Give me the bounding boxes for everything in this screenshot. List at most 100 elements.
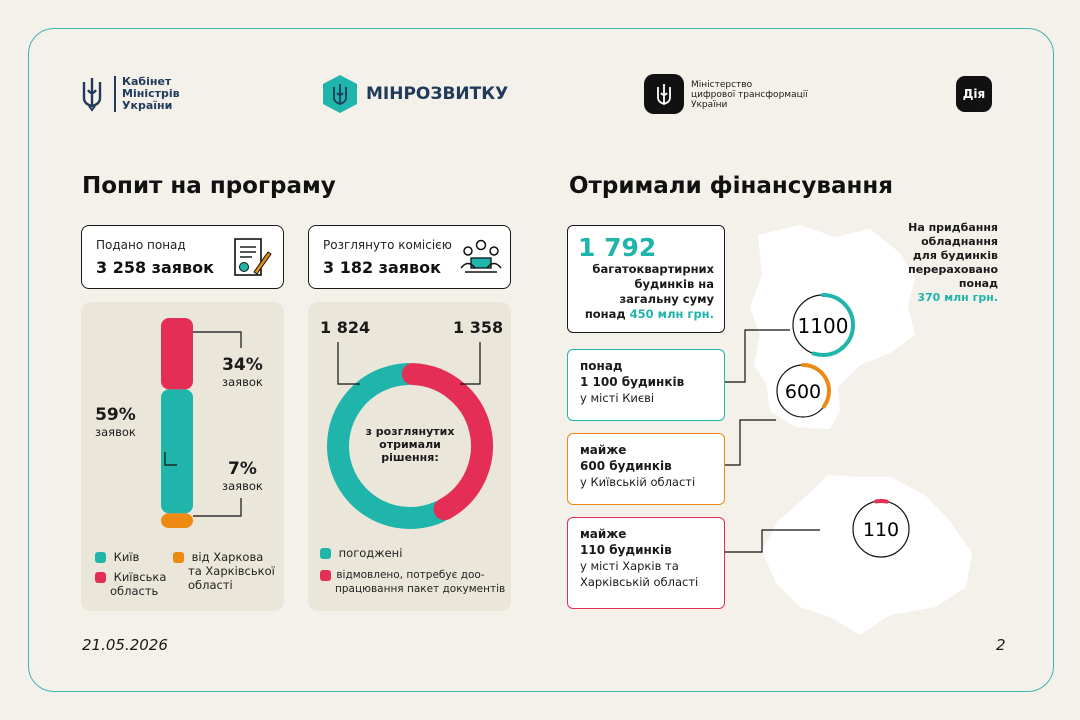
legend-swatch: [173, 552, 184, 563]
kharkiv-pct-sub: заявок: [222, 479, 263, 493]
equipment-line: перераховано: [908, 263, 998, 276]
kharkiv-box: майже 110 будинків у місті Харків та Хар…: [567, 517, 725, 609]
kharkiv-pct: 7%: [227, 459, 257, 479]
kyiv-pct-sub: заявок: [95, 425, 136, 439]
connector-line: [725, 419, 776, 466]
legend-label: від Харкова: [191, 550, 264, 564]
equipment-line: понад: [958, 277, 998, 290]
submitted-stat-box: Подано понад 3 258 заявок: [81, 225, 284, 289]
ministry-line: Міністерство: [691, 80, 753, 90]
connector-line: [193, 331, 242, 348]
cabinet-line: Кабінет: [122, 75, 172, 88]
kyiv-circle-value: 1100: [798, 314, 849, 338]
kharkiv-circle-value: 110: [863, 519, 899, 541]
kharkiv-line: 110 будинків: [580, 543, 672, 557]
funding-connectors: [710, 329, 820, 553]
kyiv-line: 1 100 будинків: [580, 375, 685, 389]
diia-logo: Дія: [956, 76, 992, 112]
kharkiv-line: майже: [580, 527, 627, 541]
kyiv-circle: 1100: [791, 293, 855, 357]
equipment-note: На придбання обладнання для будинків пер…: [880, 221, 998, 305]
legend-swatch: [320, 569, 331, 581]
page-number: 2: [996, 636, 1006, 654]
oblast-circle-value: 600: [785, 381, 821, 403]
connector-line: [710, 529, 820, 553]
center-line: рішення:: [381, 451, 439, 464]
cabinet-logo-text: Кабінет Міністрів України: [122, 76, 180, 112]
kyiv-line: у місті Києві: [580, 391, 655, 405]
reviewed-label: Розглянуто комісією: [323, 238, 452, 252]
legend-kharkiv: від Харкова та Харківської області: [173, 550, 275, 592]
minrozvytku-logo-icon: [322, 74, 358, 114]
bar-segment-kyiv: [161, 389, 193, 514]
regions-chart-card: 34% заявок 59% заявок 7% заявок Київ Киї…: [81, 302, 284, 611]
oblast-line: 600 будинків: [580, 459, 672, 473]
kharkiv-oblast-shape: [762, 475, 972, 635]
connector-line: [460, 342, 481, 385]
funding-title: Отримали фінансування: [569, 173, 894, 199]
kyiv-oblast-box: майже 600 будинків у Київській області: [567, 433, 725, 505]
connector-line: [337, 342, 360, 385]
ministry-line: України: [691, 100, 728, 110]
reviewed-stat-box: Розглянуто комісією 3 182 заявок: [308, 225, 511, 289]
donut-segment-approved: [327, 363, 451, 529]
total-funding-box: 1 792 багатоквартирних будинків на загал…: [567, 225, 725, 333]
legend-label: області: [188, 578, 233, 592]
kyiv-city-box: понад 1 100 будинків у місті Києві: [567, 349, 725, 421]
legend-rejected: відмовлено, потребує доо- працювання пак…: [320, 568, 505, 596]
bar-segment-kharkiv: [161, 513, 193, 528]
approved-value: 1 824: [320, 318, 371, 337]
legend-swatch: [95, 552, 106, 563]
legend-swatch: [320, 548, 331, 559]
trident-logo-icon: [80, 76, 104, 112]
ministry-logo-icon: [644, 74, 684, 114]
bar-segment-oblast: [161, 318, 193, 390]
total-line: загальну суму: [619, 292, 714, 306]
donut-segment-rejected: [401, 363, 493, 521]
equipment-line: обладнання: [921, 235, 998, 248]
center-line: з розглянутих: [365, 425, 455, 438]
committee-meeting-icon: [459, 238, 503, 278]
minrozvytku-logo-text: МІНРОЗВИТКУ: [366, 84, 509, 104]
cabinet-line: Міністрів: [122, 87, 180, 100]
oblast-line: майже: [580, 443, 627, 457]
oblast-line: у Київській області: [580, 475, 696, 489]
logo-divider: [114, 76, 116, 112]
total-number: 1 792: [578, 233, 657, 262]
kharkiv-pct-label: 7% заявок: [222, 459, 263, 493]
reviewed-value: 3 182 заявок: [323, 258, 442, 277]
total-amount: 450 млн грн.: [629, 307, 714, 321]
total-line: будинків на: [634, 277, 714, 291]
legend-label: погоджені: [338, 546, 403, 560]
legend-kyiv: Київ: [95, 550, 139, 564]
center-line: отримали: [379, 438, 441, 451]
rejected-value: 1 358: [453, 318, 504, 337]
oblast-pct-sub: заявок: [222, 375, 263, 389]
footer-date: 21.05.2026: [82, 636, 168, 654]
legend-label: відмовлено, потребує доо-: [336, 569, 485, 581]
legend-oblast: Київська область: [95, 570, 166, 598]
donut-center-text: з розглянутих отримали рішення:: [360, 425, 460, 464]
legend-label: працювання пакет документів: [335, 583, 506, 595]
oblast-pct-label: 34% заявок: [222, 355, 263, 389]
kyiv-line: понад: [580, 359, 623, 373]
oblast-pct: 34%: [222, 355, 263, 375]
legend-label: Київ: [113, 550, 140, 564]
slide-frame: [28, 28, 1054, 692]
submitted-label: Подано понад: [96, 238, 186, 252]
legend-approved: погоджені: [320, 546, 402, 560]
equipment-line: На придбання: [908, 221, 998, 234]
kyiv-pct-label: 59% заявок: [95, 405, 136, 439]
connector-line: [193, 498, 242, 517]
cabinet-line: України: [122, 99, 173, 112]
submitted-value: 3 258 заявок: [96, 258, 215, 277]
demand-title: Попит на програму: [82, 173, 336, 199]
ministry-line: цифрової трансформації: [691, 90, 808, 100]
decision-donut: [327, 342, 493, 529]
legend-swatch: [95, 572, 106, 583]
legend-label: область: [110, 584, 159, 598]
equipment-line: для будинків: [912, 249, 998, 262]
equipment-amount: 370 млн грн.: [917, 291, 998, 304]
total-line: багатоквартирних: [592, 262, 714, 276]
kharkiv-circle: 110: [851, 499, 911, 559]
